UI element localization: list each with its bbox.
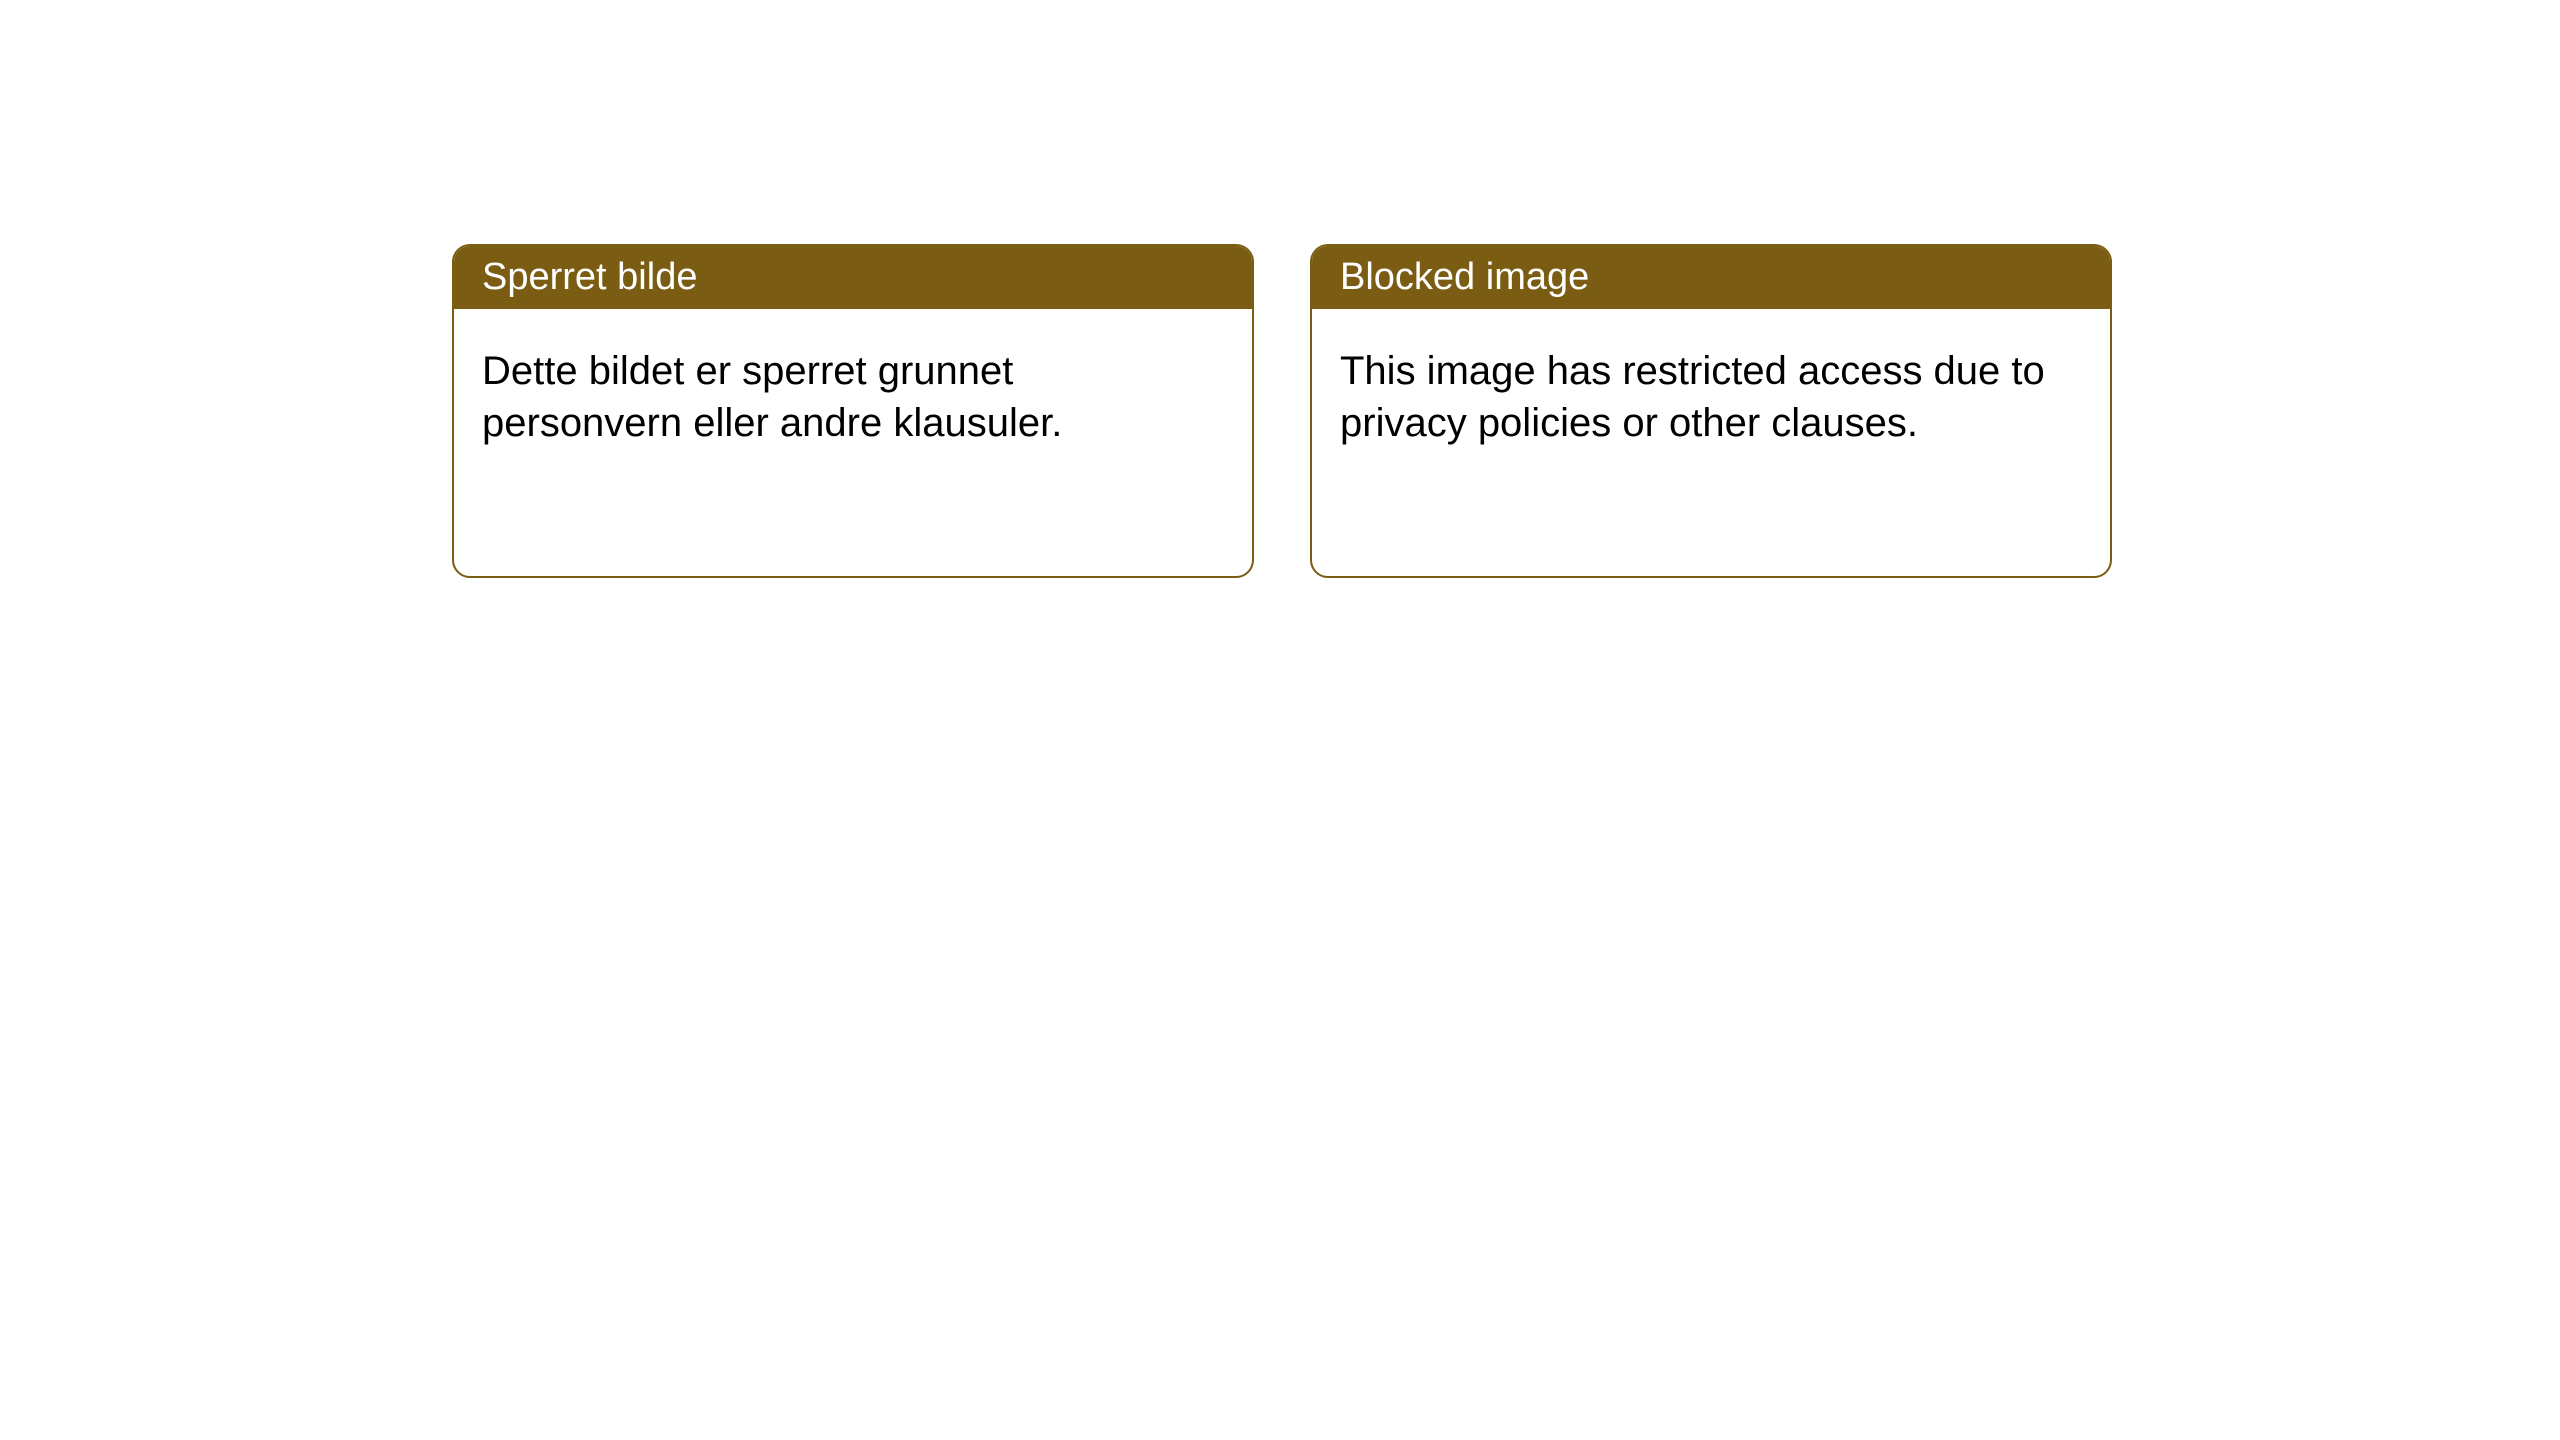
notice-card-body: Dette bildet er sperret grunnet personve… bbox=[454, 309, 1252, 477]
notice-card-header: Sperret bilde bbox=[454, 246, 1252, 309]
notice-card-english: Blocked image This image has restricted … bbox=[1310, 244, 2112, 578]
notice-card-header: Blocked image bbox=[1312, 246, 2110, 309]
notice-card-title: Blocked image bbox=[1340, 256, 1589, 298]
notice-card-body-text: This image has restricted access due to … bbox=[1340, 349, 2045, 445]
notice-cards-container: Sperret bilde Dette bildet er sperret gr… bbox=[0, 0, 2560, 578]
notice-card-body: This image has restricted access due to … bbox=[1312, 309, 2110, 477]
notice-card-title: Sperret bilde bbox=[482, 256, 697, 298]
notice-card-norwegian: Sperret bilde Dette bildet er sperret gr… bbox=[452, 244, 1254, 578]
notice-card-body-text: Dette bildet er sperret grunnet personve… bbox=[482, 349, 1062, 445]
